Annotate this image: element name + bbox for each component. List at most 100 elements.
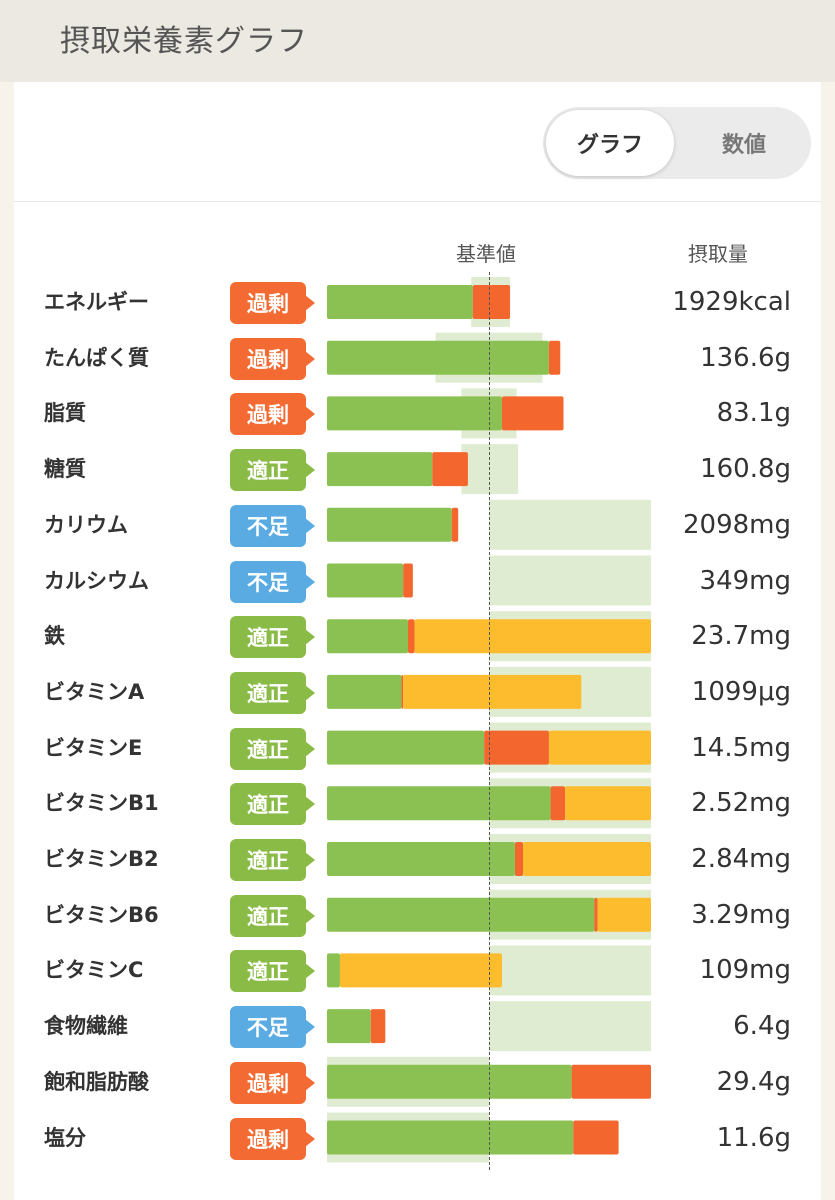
nutrient-name: 飽和脂肪酸 xyxy=(44,1069,149,1094)
nutrient-name: ビタミンA xyxy=(44,679,145,704)
table-row: 塩分 過剰 11.6g xyxy=(0,1115,835,1161)
intake-amount: 3.29mg xyxy=(691,899,791,930)
bar-segment-green xyxy=(327,507,452,542)
nutrient-name: エネルギー xyxy=(44,290,149,314)
bar-segment-green xyxy=(327,674,402,709)
status-badge: 適正 xyxy=(230,727,315,770)
intake-amount: 83.1g xyxy=(716,398,791,429)
bar-segment-green xyxy=(327,1120,574,1155)
bar-segment-green xyxy=(327,730,485,765)
bar-segment-green xyxy=(327,396,502,431)
status-badge: 過剰 xyxy=(230,1061,315,1104)
intake-amount: 14.5mg xyxy=(691,732,791,763)
bar-segment-yellow xyxy=(403,674,582,709)
status-badge: 適正 xyxy=(230,616,315,659)
view-toggle[interactable]: グラフ 数値 xyxy=(543,107,811,179)
table-row: 鉄 適正 23.7mg xyxy=(0,613,835,659)
table-row: ビタミンC 適正 109mg xyxy=(0,947,835,993)
nutrient-name: 脂質 xyxy=(44,401,86,426)
page-title: 摂取栄養素グラフ xyxy=(60,24,308,59)
bar-segment-orange xyxy=(472,285,511,319)
table-row: ビタミンB6 適正 3.29mg xyxy=(0,892,835,938)
intake-amount: 29.4g xyxy=(716,1066,791,1097)
bar-segment-green xyxy=(327,786,551,821)
nutrient-name: 糖質 xyxy=(44,457,86,482)
nutrient-name: ビタミンB6 xyxy=(44,902,159,927)
bar-segment-orange xyxy=(370,1009,386,1044)
status-badge: 適正 xyxy=(230,950,315,993)
table-row: ビタミンB1 適正 2.52mg xyxy=(0,780,835,826)
table-row: 食物繊維 不足 6.4g xyxy=(0,1003,835,1049)
intake-amount: 23.7mg xyxy=(691,621,791,652)
nutrient-name: 鉄 xyxy=(44,624,65,649)
range-band xyxy=(489,499,651,550)
table-row: エネルギー 過剰 1929kcal xyxy=(0,279,835,325)
table-row: 糖質 適正 160.8g xyxy=(0,446,835,492)
status-badge: 過剰 xyxy=(230,337,315,380)
status-badge: 過剰 xyxy=(230,282,315,324)
table-row: カリウム 不足 2098mg xyxy=(0,502,835,548)
intake-column-header: 摂取量 xyxy=(688,242,748,266)
bar-segment-green xyxy=(327,1009,371,1044)
bar-segment-yellow xyxy=(414,619,651,654)
bar-segment-orange xyxy=(594,897,598,932)
range-band xyxy=(489,1001,651,1052)
nutrient-name: 塩分 xyxy=(44,1125,86,1150)
status-badge: 過剰 xyxy=(230,393,315,436)
bar-segment-yellow xyxy=(339,953,502,988)
numeric-tab[interactable]: 数値 xyxy=(721,133,766,158)
bar-segment-orange xyxy=(408,619,415,654)
nutrient-name: カリウム xyxy=(44,512,128,537)
bar-segment-orange xyxy=(451,507,459,542)
intake-amount: 2098mg xyxy=(683,509,791,540)
intake-amount: 109mg xyxy=(699,955,791,986)
bar-segment-yellow xyxy=(565,786,651,821)
bar-segment-green xyxy=(327,340,549,375)
bar-segment-orange xyxy=(548,340,561,375)
bar-segment-yellow xyxy=(597,897,651,932)
table-row: 脂質 過剰 83.1g xyxy=(0,390,835,436)
intake-amount: 11.6g xyxy=(716,1122,791,1153)
nutrient-name: ビタミンB1 xyxy=(44,791,159,816)
status-badge: 不足 xyxy=(230,1006,315,1049)
intake-amount: 160.8g xyxy=(700,454,791,485)
bar-segment-green xyxy=(327,1064,572,1099)
nutrient-name: ビタミンE xyxy=(44,735,143,760)
bar-segment-green xyxy=(327,897,595,932)
bar-segment-green xyxy=(327,619,408,654)
status-badge: 適正 xyxy=(230,783,315,826)
table-row: ビタミンB2 適正 2.84mg xyxy=(0,836,835,882)
status-badge: 不足 xyxy=(230,504,315,547)
table-row: ビタミンE 適正 14.5mg xyxy=(0,725,835,771)
bar-segment-orange xyxy=(403,563,413,598)
intake-amount: 1099μg xyxy=(691,676,791,707)
table-row: ビタミンA 適正 1099μg xyxy=(0,669,835,715)
status-badge: 適正 xyxy=(230,839,315,881)
range-band xyxy=(489,555,651,606)
status-badge: 適正 xyxy=(230,894,315,937)
bar-segment-orange xyxy=(571,1064,651,1099)
bar-segment-orange xyxy=(484,730,549,765)
intake-amount: 136.6g xyxy=(700,342,791,373)
status-badge: 適正 xyxy=(230,671,315,714)
bar-segment-green xyxy=(327,953,340,988)
intake-amount: 349mg xyxy=(699,565,791,596)
nutrient-name: カルシウム xyxy=(44,568,149,593)
nutrient-name: たんぱく質 xyxy=(44,345,149,370)
bar-segment-yellow xyxy=(523,842,651,876)
bar-segment-green xyxy=(327,285,473,319)
divider xyxy=(14,201,821,202)
table-row: カルシウム 不足 349mg xyxy=(0,558,835,604)
bar-segment-yellow xyxy=(548,730,651,765)
bar-segment-orange xyxy=(573,1120,619,1155)
bar-segment-orange xyxy=(514,842,524,876)
bar-segment-orange xyxy=(432,452,468,487)
intake-amount: 2.52mg xyxy=(691,788,791,819)
bar-segment-green xyxy=(327,842,515,876)
graph-tab[interactable]: グラフ xyxy=(546,110,674,176)
bar-segment-orange xyxy=(401,674,404,709)
range-band xyxy=(489,945,651,996)
bar-segment-green xyxy=(327,563,404,598)
nutrient-name: ビタミンB2 xyxy=(44,847,159,871)
